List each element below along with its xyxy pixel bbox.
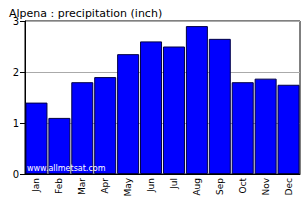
svg-text:Dec: Dec	[284, 178, 294, 195]
svg-text:0: 0	[13, 169, 19, 180]
svg-text:May: May	[123, 177, 133, 196]
svg-text:Jul: Jul	[169, 178, 179, 190]
svg-text:Oct: Oct	[238, 178, 248, 194]
svg-text:Apr: Apr	[100, 178, 110, 194]
svg-text:Jan: Jan	[31, 178, 41, 193]
svg-text:2: 2	[13, 67, 19, 78]
svg-text:1: 1	[13, 118, 19, 129]
svg-text:3: 3	[12, 15, 19, 27]
svg-text:Nov: Nov	[261, 177, 271, 195]
svg-text:Feb: Feb	[54, 178, 64, 194]
svg-text:Jun: Jun	[146, 178, 156, 193]
svg-text:www.allmetsat.com: www.allmetsat.com	[27, 164, 106, 173]
svg-text:Mar: Mar	[77, 178, 87, 195]
svg-text:Alpena : precipitation (inch): Alpena : precipitation (inch)	[9, 7, 162, 20]
svg-text:Sep: Sep	[215, 178, 225, 195]
svg-text:Aug: Aug	[192, 178, 202, 196]
